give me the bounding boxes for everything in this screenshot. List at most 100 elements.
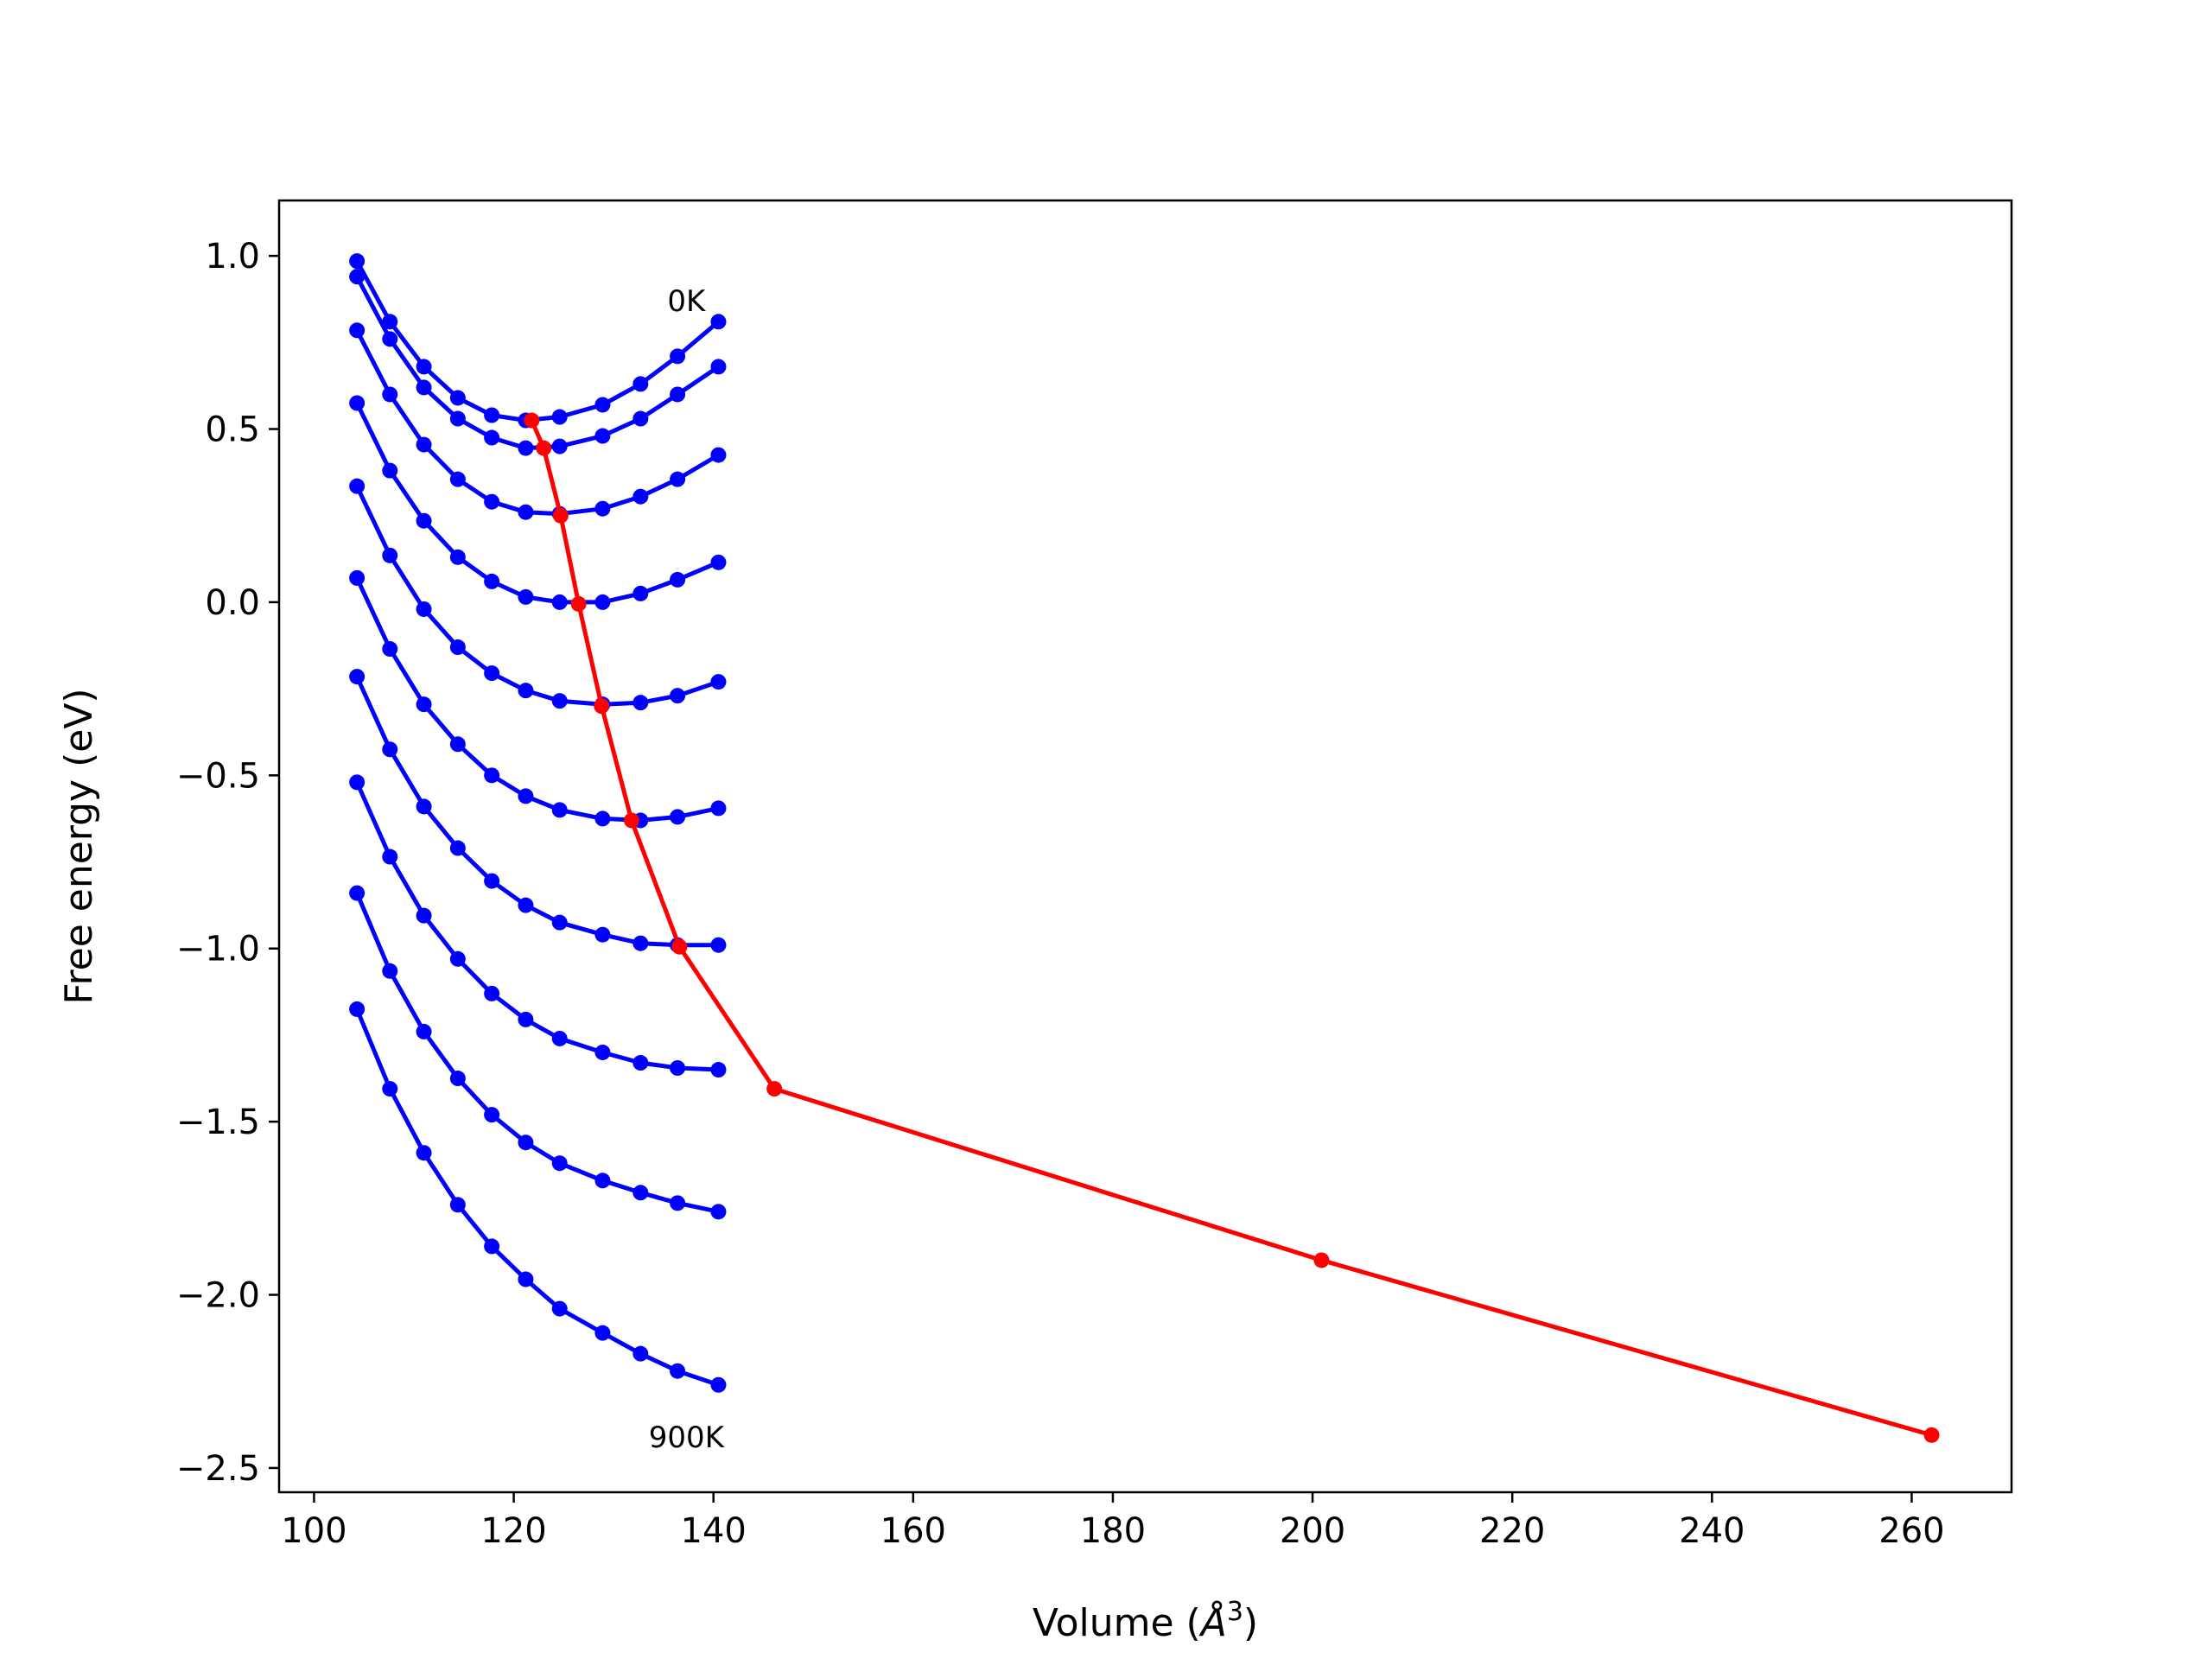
series-2-point-0 [349,322,365,339]
series-2-point-9 [670,471,686,487]
minima-point-8 [1313,1252,1330,1268]
series-7-point-6 [551,1030,568,1046]
series-4-point-4 [484,665,500,682]
series-2-point-7 [594,500,611,517]
minima-point-0 [524,412,540,429]
series-8-point-3 [449,1071,466,1087]
series-0-point-8 [632,376,649,392]
series-1-point-2 [416,379,432,396]
series-1-point-9 [670,386,686,403]
series-5-point-3 [449,736,466,753]
series-8-point-6 [551,1155,568,1172]
series-7-point-9 [670,1060,686,1077]
minima-point-3 [570,595,587,612]
series-2-point-2 [416,436,432,453]
series-0-point-3 [449,390,466,406]
plot-frame [277,199,2013,1494]
minima-layer [524,412,1940,1443]
series-line-7 [354,781,719,1072]
series-9-point-1 [382,1081,398,1097]
series-0-point-7 [594,397,611,413]
series-5-point-4 [484,767,500,784]
series-8-point-0 [349,885,365,901]
y-axis-label: Free energy (eV) [57,688,101,1004]
series-9-point-4 [484,1238,500,1255]
minima-point-4 [594,698,610,715]
x-axis-label-suffix: ) [1243,1601,1258,1645]
series-3-point-8 [632,585,649,601]
series-1-point-3 [449,410,466,427]
x-axis-label-prefix: Volume ( [1033,1601,1201,1645]
series-0-point-4 [484,407,500,423]
x-axis: 100 120 140 160 180 200 220 240 260 [281,1492,1945,1551]
series-5-point-1 [382,641,398,658]
x-tick-label-180: 180 [1080,1511,1146,1551]
series-7-point-5 [518,1011,534,1027]
series-line-0 [354,259,721,423]
series-8-point-5 [518,1135,534,1151]
series-3-point-2 [416,512,432,529]
series-1-point-8 [632,410,649,427]
series-4-point-1 [382,547,398,563]
series-0-point-9 [670,348,686,365]
series-1-point-10 [710,359,727,375]
y-tick-label-5: −1.5 [176,1103,260,1142]
series-9-point-6 [551,1300,568,1317]
series-0-point-1 [382,314,398,330]
series-7-point-8 [632,1055,649,1071]
x-axis-label-sup: 3 [1227,1597,1243,1627]
minima-point-2 [552,507,569,524]
y-tick-label-7: −2.5 [176,1449,260,1489]
series-8-point-7 [594,1173,611,1189]
series-3-point-5 [518,588,534,605]
series-1-point-4 [484,429,500,446]
series-0-point-10 [710,314,727,330]
series-8-point-10 [710,1204,727,1220]
series-line-8 [354,892,720,1214]
series-8-point-8 [632,1185,649,1201]
series-1-point-1 [382,331,398,347]
x-axis-label: Volume (Å3) [1033,1597,1258,1645]
series-9-point-5 [518,1271,534,1287]
series-2-point-10 [710,447,727,463]
series-1-point-0 [349,269,365,285]
x-tick-label-260: 260 [1878,1511,1944,1551]
series-7-point-3 [449,950,466,967]
series-9-point-2 [416,1145,432,1161]
series-4-point-8 [632,695,649,711]
series-7-point-10 [710,1062,727,1078]
series-3-point-6 [551,594,568,610]
x-tick-label-160: 160 [880,1511,946,1551]
annotations: 0K 900K [649,284,726,1455]
minima-point-7 [766,1081,783,1097]
y-tick-label-4: −1.0 [176,930,260,969]
minima-point-9 [1923,1427,1940,1443]
series-3-point-0 [349,395,365,411]
y-tick-label-2: 0.0 [205,583,260,623]
series-2-point-3 [449,471,466,487]
series-6-point-0 [349,669,365,685]
series-9-point-10 [710,1376,727,1393]
series-3-point-1 [382,462,398,479]
series-layer [349,253,727,1393]
series-1-point-5 [518,440,534,456]
series-4-point-2 [416,601,432,617]
series-3-point-4 [484,573,500,589]
x-tick-label-240: 240 [1679,1511,1745,1551]
series-0-point-2 [416,359,432,375]
x-axis-label-symbol: Å [1198,1599,1227,1645]
series-2-point-8 [632,488,649,505]
minima-line [530,419,1933,1438]
series-5-point-0 [349,569,365,586]
series-1-point-7 [594,428,611,444]
series-9-point-7 [594,1325,611,1341]
series-5-point-10 [710,800,727,817]
series-6-point-3 [449,840,466,856]
series-8-point-9 [670,1195,686,1211]
series-2-point-4 [484,493,500,510]
series-2-point-1 [382,386,398,403]
series-5-point-5 [518,788,534,804]
series-8-point-2 [416,1023,432,1039]
minima-point-6 [671,938,688,955]
series-7-point-7 [594,1044,611,1060]
